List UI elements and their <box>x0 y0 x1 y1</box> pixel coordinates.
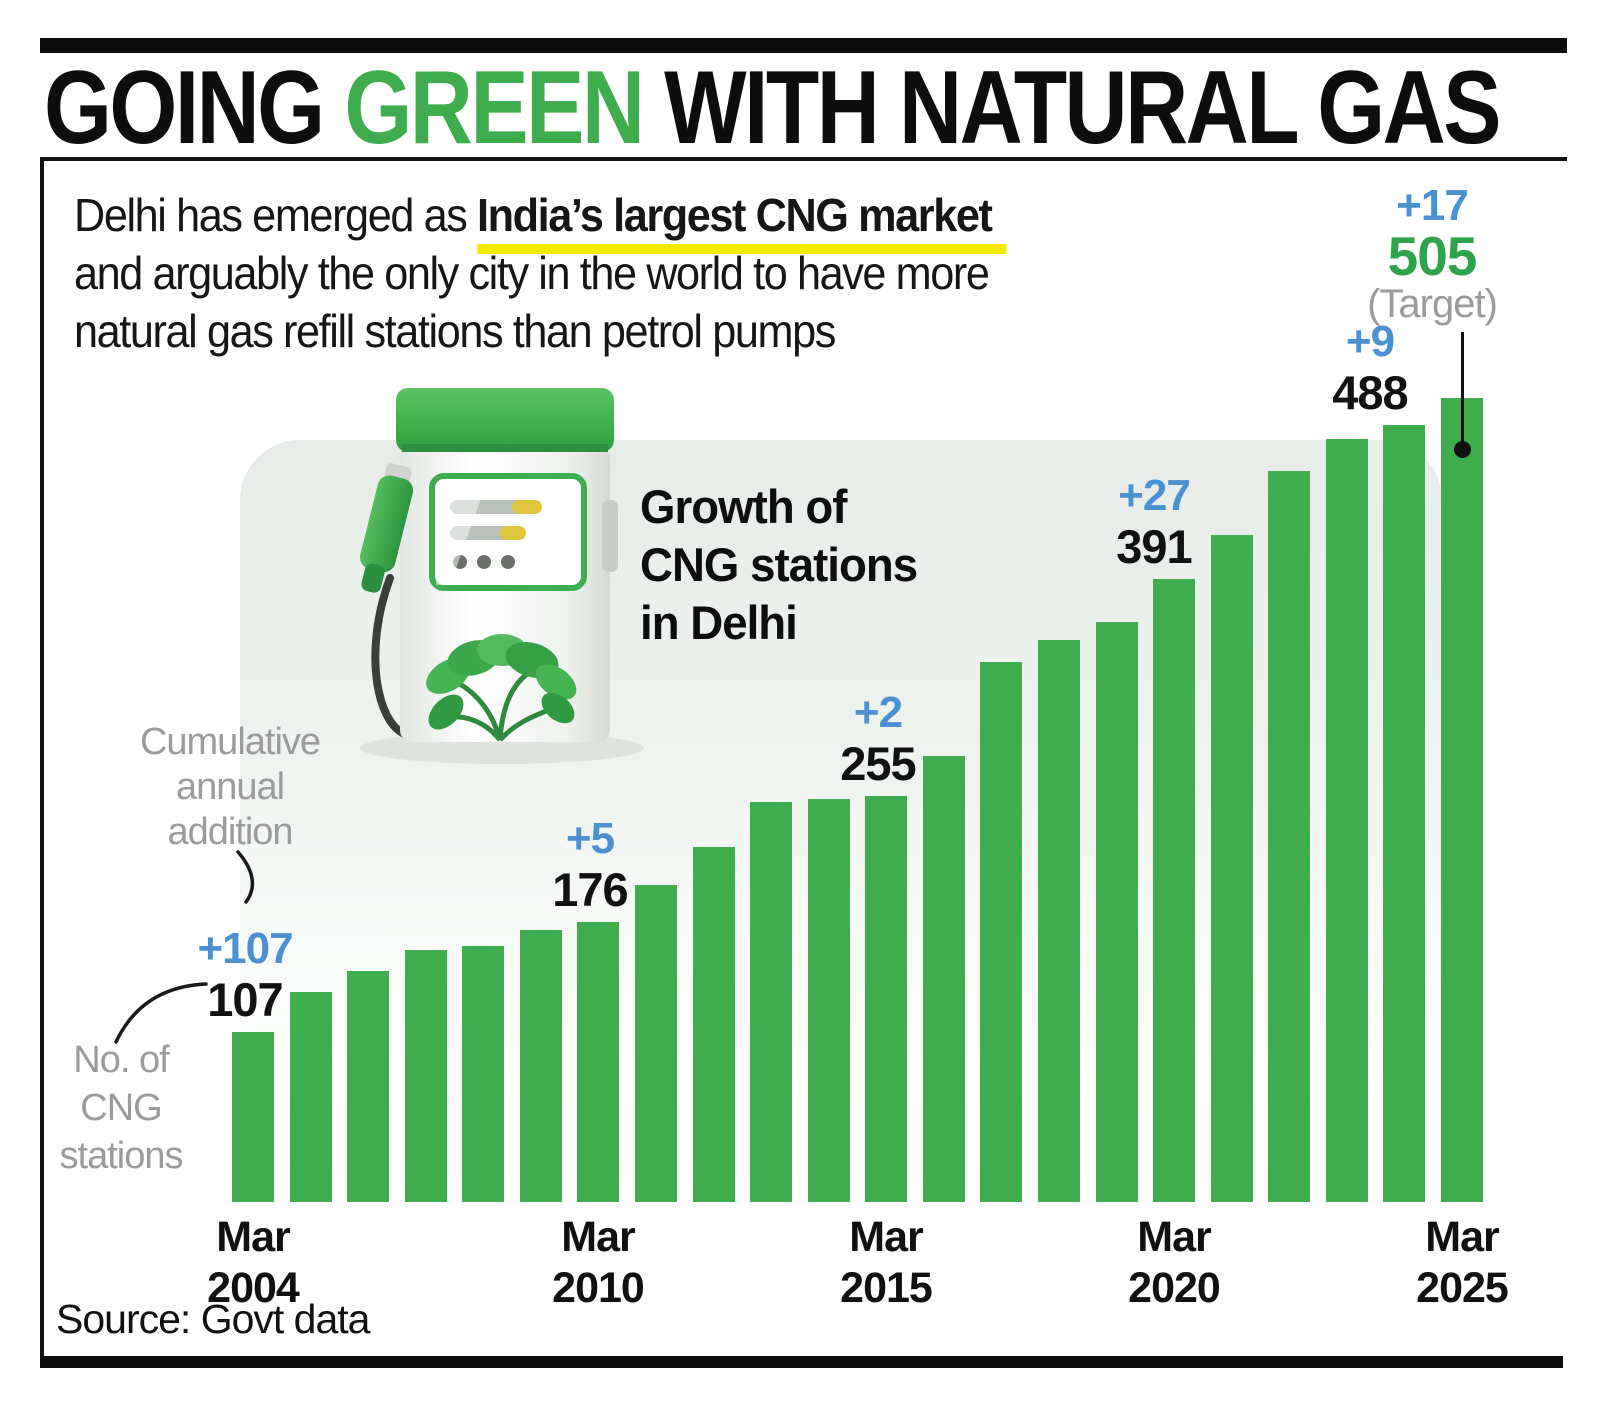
cumulative-annual-addition-label: Cumulative annual addition <box>139 721 321 853</box>
bar-2019 <box>1096 622 1138 1202</box>
station-count-2015: 255 <box>840 737 916 790</box>
title-part-1: GOING <box>44 50 345 166</box>
chart-title-line3: in Delhi <box>640 596 798 649</box>
annual-addition-2025: +17 <box>1396 181 1469 230</box>
title-part-green: GREEN <box>344 50 645 166</box>
bar-2022 <box>1268 471 1310 1202</box>
annual-addition-2020: +27 <box>1118 471 1191 520</box>
chart-title-line2: CNG stations <box>640 538 918 591</box>
bar-2013 <box>750 802 792 1202</box>
source-note: Source: Govt data <box>56 1296 370 1342</box>
bottom-rule <box>40 1356 1563 1368</box>
intro-line-2: and arguably the only city in the world … <box>74 247 990 299</box>
pump-icon <box>360 388 644 764</box>
bar-2020 <box>1153 579 1195 1202</box>
bar-2010 <box>577 922 619 1202</box>
annual-addition-2015: +2 <box>853 688 903 737</box>
title-part-2: WITH NATURAL GAS <box>642 50 1501 166</box>
top-rule <box>40 38 1567 53</box>
no-of-cng-stations-label: No. of CNG stations <box>59 1039 184 1177</box>
bar-2012 <box>693 847 735 1202</box>
bar-2018 <box>1038 640 1080 1202</box>
intro-line-1: Delhi has emerged as India’s largest CNG… <box>74 186 1296 254</box>
bar-2008 <box>462 946 504 1202</box>
chart-title-line1: Growth of <box>640 480 847 533</box>
intro-paragraph: Delhi has emerged as India’s largest CNG… <box>74 186 1296 360</box>
bar-2006 <box>347 971 389 1202</box>
x-tick-2004: Mar 2004 <box>207 1213 300 1312</box>
bar-2015 <box>865 796 907 1202</box>
bar-2011 <box>635 885 677 1202</box>
bar-2025 <box>1441 398 1483 1202</box>
x-tick-2020: Mar 2020 <box>1128 1213 1221 1312</box>
leaves-icon <box>426 634 577 742</box>
bar-2016 <box>923 756 965 1202</box>
bar-2024 <box>1383 425 1425 1202</box>
intro-line-3: natural gas refill stations than petrol … <box>74 305 836 357</box>
bar-2004 <box>232 1032 274 1202</box>
intro-highlight: India’s largest CNG market <box>477 189 1007 254</box>
page-title: GOING GREEN WITH NATURAL GAS <box>44 56 1502 160</box>
bar-2017 <box>980 662 1022 1202</box>
annual-addition-2010: +5 <box>565 814 615 863</box>
bar-2014 <box>808 799 850 1202</box>
annual-addition-2024: +9 <box>1345 317 1395 366</box>
station-count-2024: 488 <box>1332 366 1408 419</box>
target-pointer-line <box>1461 332 1464 444</box>
bar-2009 <box>520 930 562 1202</box>
bar-2007 <box>405 950 447 1202</box>
bar-2023 <box>1326 439 1368 1202</box>
target-note-2025: (Target) <box>1367 282 1498 326</box>
bar-2021 <box>1211 535 1253 1202</box>
station-count-2004: 107 <box>207 973 283 1026</box>
x-tick-2025: Mar 2025 <box>1416 1213 1509 1312</box>
station-count-2020: 391 <box>1116 520 1192 573</box>
cng-pump-illustration <box>350 388 650 768</box>
bar-2005 <box>290 992 332 1202</box>
annual-addition-2004: +107 <box>197 924 293 973</box>
target-pointer-dot <box>1454 441 1471 458</box>
station-count-2010: 176 <box>552 863 628 916</box>
x-tick-2015: Mar 2015 <box>840 1213 933 1312</box>
chart-title: Growth of CNG stations in Delhi <box>640 478 918 652</box>
target-value-2025: 505 <box>1387 225 1478 287</box>
x-tick-2010: Mar 2010 <box>552 1213 645 1312</box>
intro-line1-text: Delhi has emerged as <box>74 189 478 241</box>
